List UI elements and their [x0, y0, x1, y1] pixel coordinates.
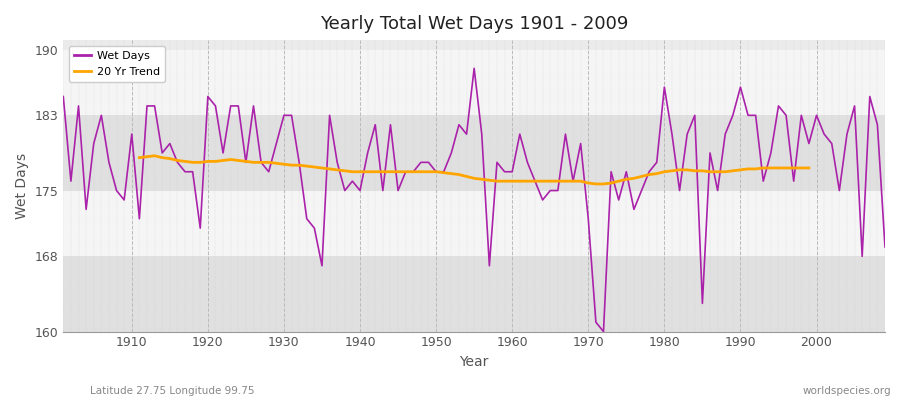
Wet Days: [58, 94, 68, 99]
Y-axis label: Wet Days: Wet Days: [15, 153, 29, 219]
Text: Latitude 27.75 Longitude 99.75: Latitude 27.75 Longitude 99.75: [90, 386, 255, 396]
Legend: Wet Days, 20 Yr Trend: Wet Days, 20 Yr Trend: [68, 46, 166, 82]
Wet Days: [515, 132, 526, 136]
Wet Days: [286, 113, 297, 118]
20 Yr Trend: [804, 166, 814, 170]
20 Yr Trend: [149, 153, 160, 158]
Bar: [63, 115, 885, 190]
Line: Wet Days: Wet Days: [63, 68, 885, 332]
20 Yr Trend: [278, 162, 289, 167]
X-axis label: Year: Year: [460, 355, 489, 369]
Text: worldspecies.org: worldspecies.org: [803, 386, 891, 396]
Bar: [63, 190, 885, 256]
Bar: [63, 50, 885, 115]
Wet Days: [879, 244, 890, 249]
Wet Days: [469, 66, 480, 71]
Title: Yearly Total Wet Days 1901 - 2009: Yearly Total Wet Days 1901 - 2009: [320, 15, 628, 33]
Wet Days: [507, 169, 517, 174]
Wet Days: [119, 198, 130, 202]
20 Yr Trend: [400, 169, 411, 174]
Bar: [63, 256, 885, 332]
20 Yr Trend: [134, 155, 145, 160]
20 Yr Trend: [590, 182, 601, 186]
20 Yr Trend: [742, 166, 753, 171]
Wet Days: [598, 329, 609, 334]
Wet Days: [332, 160, 343, 165]
Line: 20 Yr Trend: 20 Yr Trend: [140, 156, 809, 184]
20 Yr Trend: [484, 178, 495, 183]
20 Yr Trend: [210, 159, 220, 164]
20 Yr Trend: [225, 157, 236, 162]
Wet Days: [613, 198, 624, 202]
